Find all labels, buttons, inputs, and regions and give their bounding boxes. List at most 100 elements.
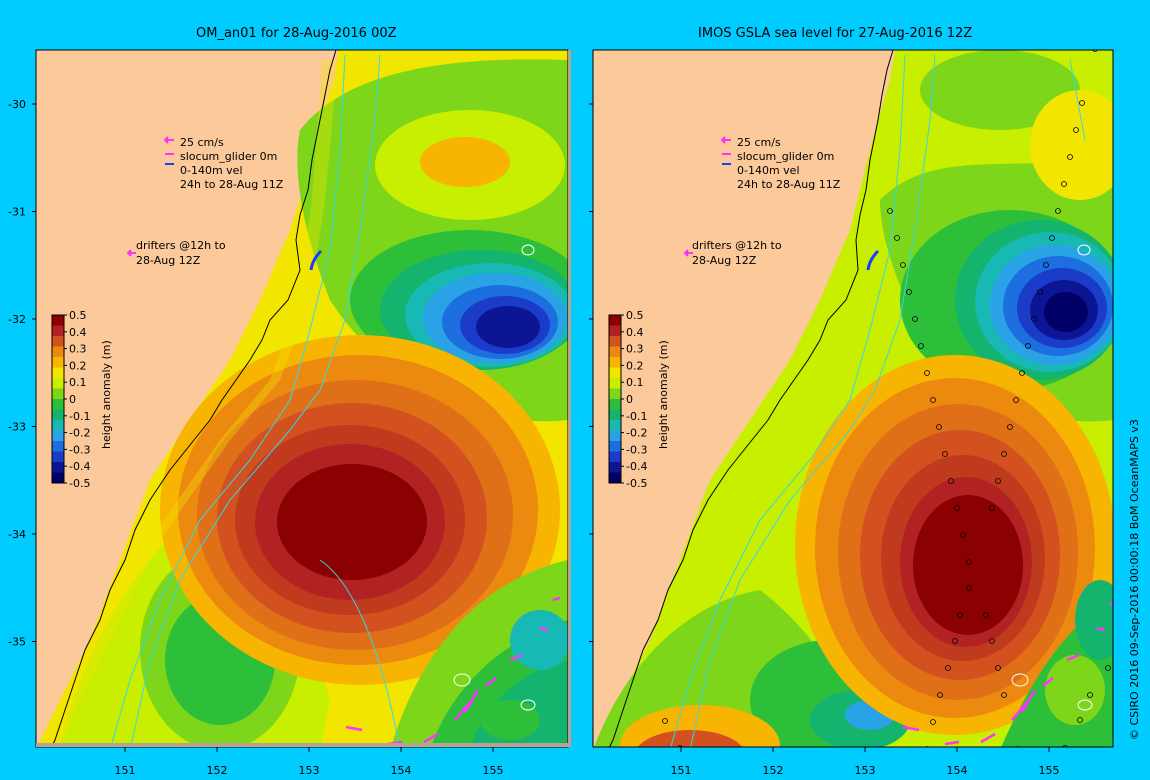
legend-speed: 25 cm/s [737,136,781,149]
colorbar-segment [609,399,621,410]
x-tick-label: 153 [855,764,876,777]
legend-vel: 0-140m vel [737,164,800,177]
coastline [50,50,337,747]
colorbar-tick-label: -0.1 [69,410,90,423]
colorbar-segment [609,346,621,358]
colorbar-segment [609,409,621,421]
colorbar-tick-label: 0.3 [626,343,644,356]
colorbar-tick-label: -0.3 [69,443,90,456]
colorbar-tick-label: 0.3 [69,343,87,356]
colorbar-segment [52,451,64,463]
x-tick-label: 155 [483,764,504,777]
coastline [608,50,894,747]
credit-text: © CSIRO 2016 09-Sep-2016 00:00:18 BoM Oc… [1128,419,1141,740]
drifter-arrows [345,596,561,746]
legend-speed: 25 cm/s [180,136,224,149]
colorbar-tick-label: 0.4 [626,326,644,339]
colorbar-tick-label: -0.4 [626,460,647,473]
colorbar-title: height anomaly (m) [100,340,113,449]
colorbar-tick-label: 0.2 [69,359,87,372]
x-tick-label: 152 [207,764,228,777]
x-tick-label: 151 [671,764,692,777]
y-tick-label: -31 [8,206,26,219]
drifters-label-1: drifters @12h to [692,239,782,252]
colorbar-segment [52,399,64,410]
drifter-arrows [902,600,1113,746]
colorbar-segment [609,357,621,368]
colorbar-segment [609,336,621,347]
colorbar-segment [609,462,621,473]
y-tick-label: -34 [8,528,26,541]
right-colorbar: 0.5 0.4 0.3 0.2 0.1 0 -0.1 -0.2 -0.3 -0.4 -0.5 heig… [608,309,670,490]
colorbar-tick-label: -0.2 [69,427,90,440]
right-map-panel: 25 cm/s slocum_glider 0m 0-140m vel 24h … [589,49,1114,777]
colorbar-segment [609,388,621,400]
legend-time: 24h to 28-Aug 11Z [737,178,841,191]
height-anomaly-field [60,59,568,747]
isobath-lines [110,54,400,747]
x-tick-label: 152 [763,764,784,777]
colorbar-segment [609,451,621,463]
colorbar-tick-label: -0.5 [69,477,90,490]
colorbar-segment [52,388,64,400]
colorbar-segment [52,420,64,431]
isobath-lines [670,54,1086,747]
colorbar-tick-label: 0.5 [626,309,644,322]
colorbar-segment [52,357,64,368]
left-map-panel: 25 cm/s slocum_glider 0m 0-140m vel 24h … [8,49,571,777]
colorbar-segment [52,441,64,452]
left-axes: 151 152 153 154 155 -30 -31 -32 -33 -34 -35 [8,98,504,777]
right-axes: 151 152 153 154 155 [589,103,1060,777]
glider-track [309,249,323,271]
colorbar-segment [609,367,621,379]
x-tick-label: 151 [115,764,136,777]
colorbar-segment [52,472,64,484]
left-panel-title: OM_an01 for 28-Aug-2016 00Z [196,26,397,41]
x-tick-label: 155 [1039,764,1060,777]
colorbar-segment [609,378,621,389]
colorbar-segment [52,409,64,421]
y-tick-label: -32 [8,313,26,326]
right-legend: 25 cm/s slocum_glider 0m 0-140m vel 24h … [683,136,841,267]
legend-glider: slocum_glider 0m [180,150,277,163]
altimeter-track-points [662,50,1111,747]
colorbar-segment [609,430,621,442]
colorbar-segment [609,325,621,337]
x-tick-label: 154 [947,764,968,777]
colorbar-tick-label: -0.5 [626,477,647,490]
colorbar-tick-label: 0 [69,393,76,406]
colorbar-segment [609,420,621,431]
left-colorbar: 0.5 0.4 0.3 0.2 0.1 0 -0.1 -0.2 -0.3 -0.4 -0.5 heig… [51,309,113,490]
colorbar-segment [609,472,621,484]
x-tick-label: 154 [391,764,412,777]
colorbar-tick-label: -0.4 [69,460,90,473]
colorbar-segment [52,367,64,379]
height-anomaly-field [594,50,1113,747]
colorbar-segment [609,315,621,326]
colorbar-tick-label: -0.1 [626,410,647,423]
x-tick-label: 153 [299,764,320,777]
colorbar-title: height anomaly (m) [657,340,670,449]
glider-track [866,249,880,271]
colorbar-tick-label: 0.1 [626,376,644,389]
colorbar-tick-label: -0.3 [626,443,647,456]
colorbar-segment [52,325,64,337]
right-panel-title: IMOS GSLA sea level for 27-Aug-2016 12Z [698,26,973,41]
colorbar-segment [52,378,64,389]
colorbar-segment [609,441,621,452]
colorbar-segment [52,430,64,442]
colorbar-tick-label: 0.4 [69,326,87,339]
left-legend: 25 cm/s slocum_glider 0m 0-140m vel 24h … [126,136,284,267]
drifters-label-2: 28-Aug 12Z [692,254,757,267]
colorbar-segment [52,346,64,358]
legend-vel: 0-140m vel [180,164,243,177]
colorbar-segment [52,315,64,326]
colorbar-tick-label: 0.1 [69,376,87,389]
colorbar-segment [52,336,64,347]
legend-time: 24h to 28-Aug 11Z [180,178,284,191]
colorbar-tick-label: 0 [626,393,633,406]
legend-glider: slocum_glider 0m [737,150,834,163]
y-tick-label: -30 [8,98,26,111]
colorbar-tick-label: 0.2 [626,359,644,372]
y-tick-label: -33 [8,421,26,434]
